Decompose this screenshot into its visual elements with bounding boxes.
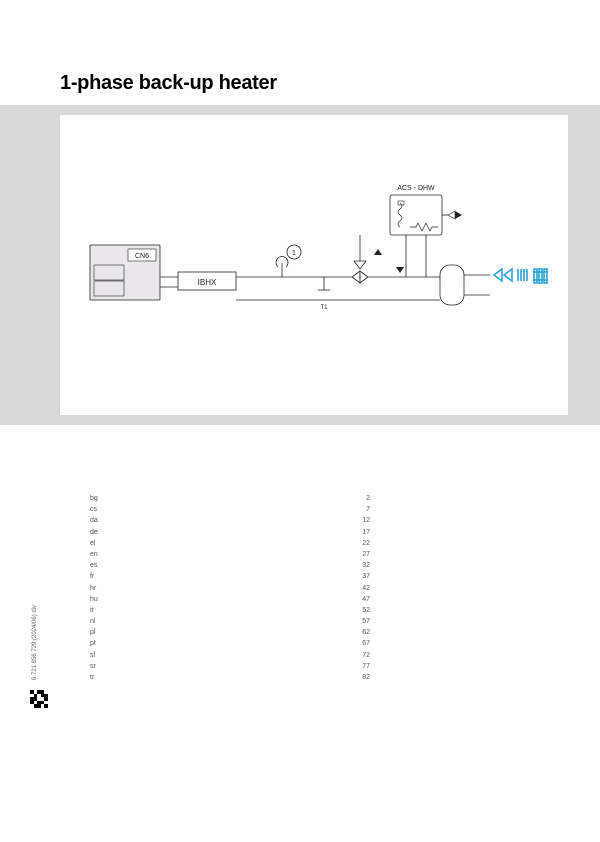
language-toc: bg. . . . . . . . . . . . . . . . . . . … xyxy=(90,493,370,683)
toc-page-number: 42 xyxy=(352,583,370,594)
fancoil-icon xyxy=(494,269,512,281)
arrow-up-icon xyxy=(374,249,382,255)
toc-lang-code: pt xyxy=(90,638,112,649)
three-way-valve-icon xyxy=(352,235,368,283)
radiator-icon xyxy=(533,269,548,283)
diagram-area: CN6 IBHX 1 xyxy=(0,105,600,425)
toc-dots: . . . . . . . . . . . . . . . . . . . . … xyxy=(112,584,352,590)
toc-page-number: 7 xyxy=(352,504,370,515)
toc-page-number: 2 xyxy=(352,493,370,504)
toc-lang-code: tr xyxy=(90,672,112,683)
tank-valve-icon xyxy=(442,211,462,219)
toc-lang-code: bg xyxy=(90,493,112,504)
unit-label: CN6 xyxy=(135,253,149,260)
toc-row: da. . . . . . . . . . . . . . . . . . . … xyxy=(90,515,370,526)
toc-dots: . . . . . . . . . . . . . . . . . . . . … xyxy=(112,528,352,534)
toc-page-number: 77 xyxy=(352,661,370,672)
toc-dots: . . . . . . . . . . . . . . . . . . . . … xyxy=(112,572,352,578)
toc-dots: . . . . . . . . . . . . . . . . . . . . … xyxy=(112,539,352,545)
toc-row: de. . . . . . . . . . . . . . . . . . . … xyxy=(90,527,370,538)
toc-row: sl. . . . . . . . . . . . . . . . . . . … xyxy=(90,650,370,661)
toc-lang-code: nl xyxy=(90,616,112,627)
toc-dots: . . . . . . . . . . . . . . . . . . . . … xyxy=(112,673,352,679)
toc-row: cs. . . . . . . . . . . . . . . . . . . … xyxy=(90,504,370,515)
heater-box-icon: IBHX xyxy=(178,272,236,290)
toc-lang-code: cs xyxy=(90,504,112,515)
toc-dots: . . . . . . . . . . . . . . . . . . . . … xyxy=(112,639,352,645)
toc-page-number: 52 xyxy=(352,605,370,616)
toc-page-number: 22 xyxy=(352,538,370,549)
toc-dots: . . . . . . . . . . . . . . . . . . . . … xyxy=(112,561,352,567)
toc-dots: . . . . . . . . . . . . . . . . . . . . … xyxy=(112,628,352,634)
tank-label: ACS - DHW xyxy=(397,185,435,192)
toc-row: pl. . . . . . . . . . . . . . . . . . . … xyxy=(90,627,370,638)
toc-page-number: 27 xyxy=(352,549,370,560)
toc-dots: . . . . . . . . . . . . . . . . . . . . … xyxy=(112,651,352,657)
toc-lang-code: es xyxy=(90,560,112,571)
toc-dots: . . . . . . . . . . . . . . . . . . . . … xyxy=(112,606,352,612)
toc-page-number: 67 xyxy=(352,638,370,649)
toc-lang-code: el xyxy=(90,538,112,549)
toc-dots: . . . . . . . . . . . . . . . . . . . . … xyxy=(112,595,352,601)
page-title: 1-phase back-up heater xyxy=(60,72,277,95)
toc-row: el. . . . . . . . . . . . . . . . . . . … xyxy=(90,538,370,549)
toc-dots: . . . . . . . . . . . . . . . . . . . . … xyxy=(112,617,352,623)
toc-lang-code: da xyxy=(90,515,112,526)
toc-page-number: 62 xyxy=(352,627,370,638)
toc-page-number: 47 xyxy=(352,594,370,605)
toc-row: fr. . . . . . . . . . . . . . . . . . . … xyxy=(90,571,370,582)
toc-lang-code: de xyxy=(90,527,112,538)
underfloor-icon xyxy=(518,269,527,281)
toc-row: nl. . . . . . . . . . . . . . . . . . . … xyxy=(90,616,370,627)
toc-row: hu. . . . . . . . . . . . . . . . . . . … xyxy=(90,594,370,605)
toc-lang-code: hu xyxy=(90,594,112,605)
toc-dots: . . . . . . . . . . . . . . . . . . . . … xyxy=(112,494,352,500)
document-ref: 6 721 856 729 (2024/06) div xyxy=(32,605,38,680)
toc-page-number: 37 xyxy=(352,571,370,582)
toc-row: sr. . . . . . . . . . . . . . . . . . . … xyxy=(90,661,370,672)
toc-page-number: 57 xyxy=(352,616,370,627)
toc-page-number: 82 xyxy=(352,672,370,683)
toc-lang-code: sr xyxy=(90,661,112,672)
dhw-tank-icon: ACS - DHW xyxy=(360,185,462,277)
toc-lang-code: sl xyxy=(90,650,112,661)
barcode-icon xyxy=(30,690,48,708)
toc-row: tr. . . . . . . . . . . . . . . . . . . … xyxy=(90,672,370,683)
toc-row: es. . . . . . . . . . . . . . . . . . . … xyxy=(90,560,370,571)
toc-row: it. . . . . . . . . . . . . . . . . . . … xyxy=(90,605,370,616)
toc-row: hr. . . . . . . . . . . . . . . . . . . … xyxy=(90,583,370,594)
toc-lang-code: it xyxy=(90,605,112,616)
toc-page-number: 72 xyxy=(352,650,370,661)
toc-lang-code: en xyxy=(90,549,112,560)
outdoor-unit-icon: CN6 xyxy=(90,245,160,300)
toc-dots: . . . . . . . . . . . . . . . . . . . . … xyxy=(112,550,352,556)
toc-dots: . . . . . . . . . . . . . . . . . . . . … xyxy=(112,662,352,668)
circle-label: 1 xyxy=(292,250,296,257)
toc-lang-code: hr xyxy=(90,583,112,594)
toc-page-number: 32 xyxy=(352,560,370,571)
buffer-icon xyxy=(440,265,464,305)
diagram-inner: CN6 IBHX 1 xyxy=(60,115,568,415)
toc-dots: . . . . . . . . . . . . . . . . . . . . … xyxy=(112,516,352,522)
schematic-svg: CN6 IBHX 1 xyxy=(60,115,568,415)
component-circle-icon: 1 xyxy=(276,245,301,277)
sensor-label: T1 xyxy=(320,305,328,311)
heater-label: IBHX xyxy=(198,278,217,287)
toc-row: en. . . . . . . . . . . . . . . . . . . … xyxy=(90,549,370,560)
toc-page-number: 12 xyxy=(352,515,370,526)
toc-lang-code: fr xyxy=(90,571,112,582)
toc-lang-code: pl xyxy=(90,627,112,638)
toc-dots: . . . . . . . . . . . . . . . . . . . . … xyxy=(112,505,352,511)
arrow-down-icon xyxy=(396,267,404,273)
toc-row: bg. . . . . . . . . . . . . . . . . . . … xyxy=(90,493,370,504)
toc-row: pt. . . . . . . . . . . . . . . . . . . … xyxy=(90,638,370,649)
pump-icon: T1 xyxy=(318,277,330,311)
toc-page-number: 17 xyxy=(352,527,370,538)
